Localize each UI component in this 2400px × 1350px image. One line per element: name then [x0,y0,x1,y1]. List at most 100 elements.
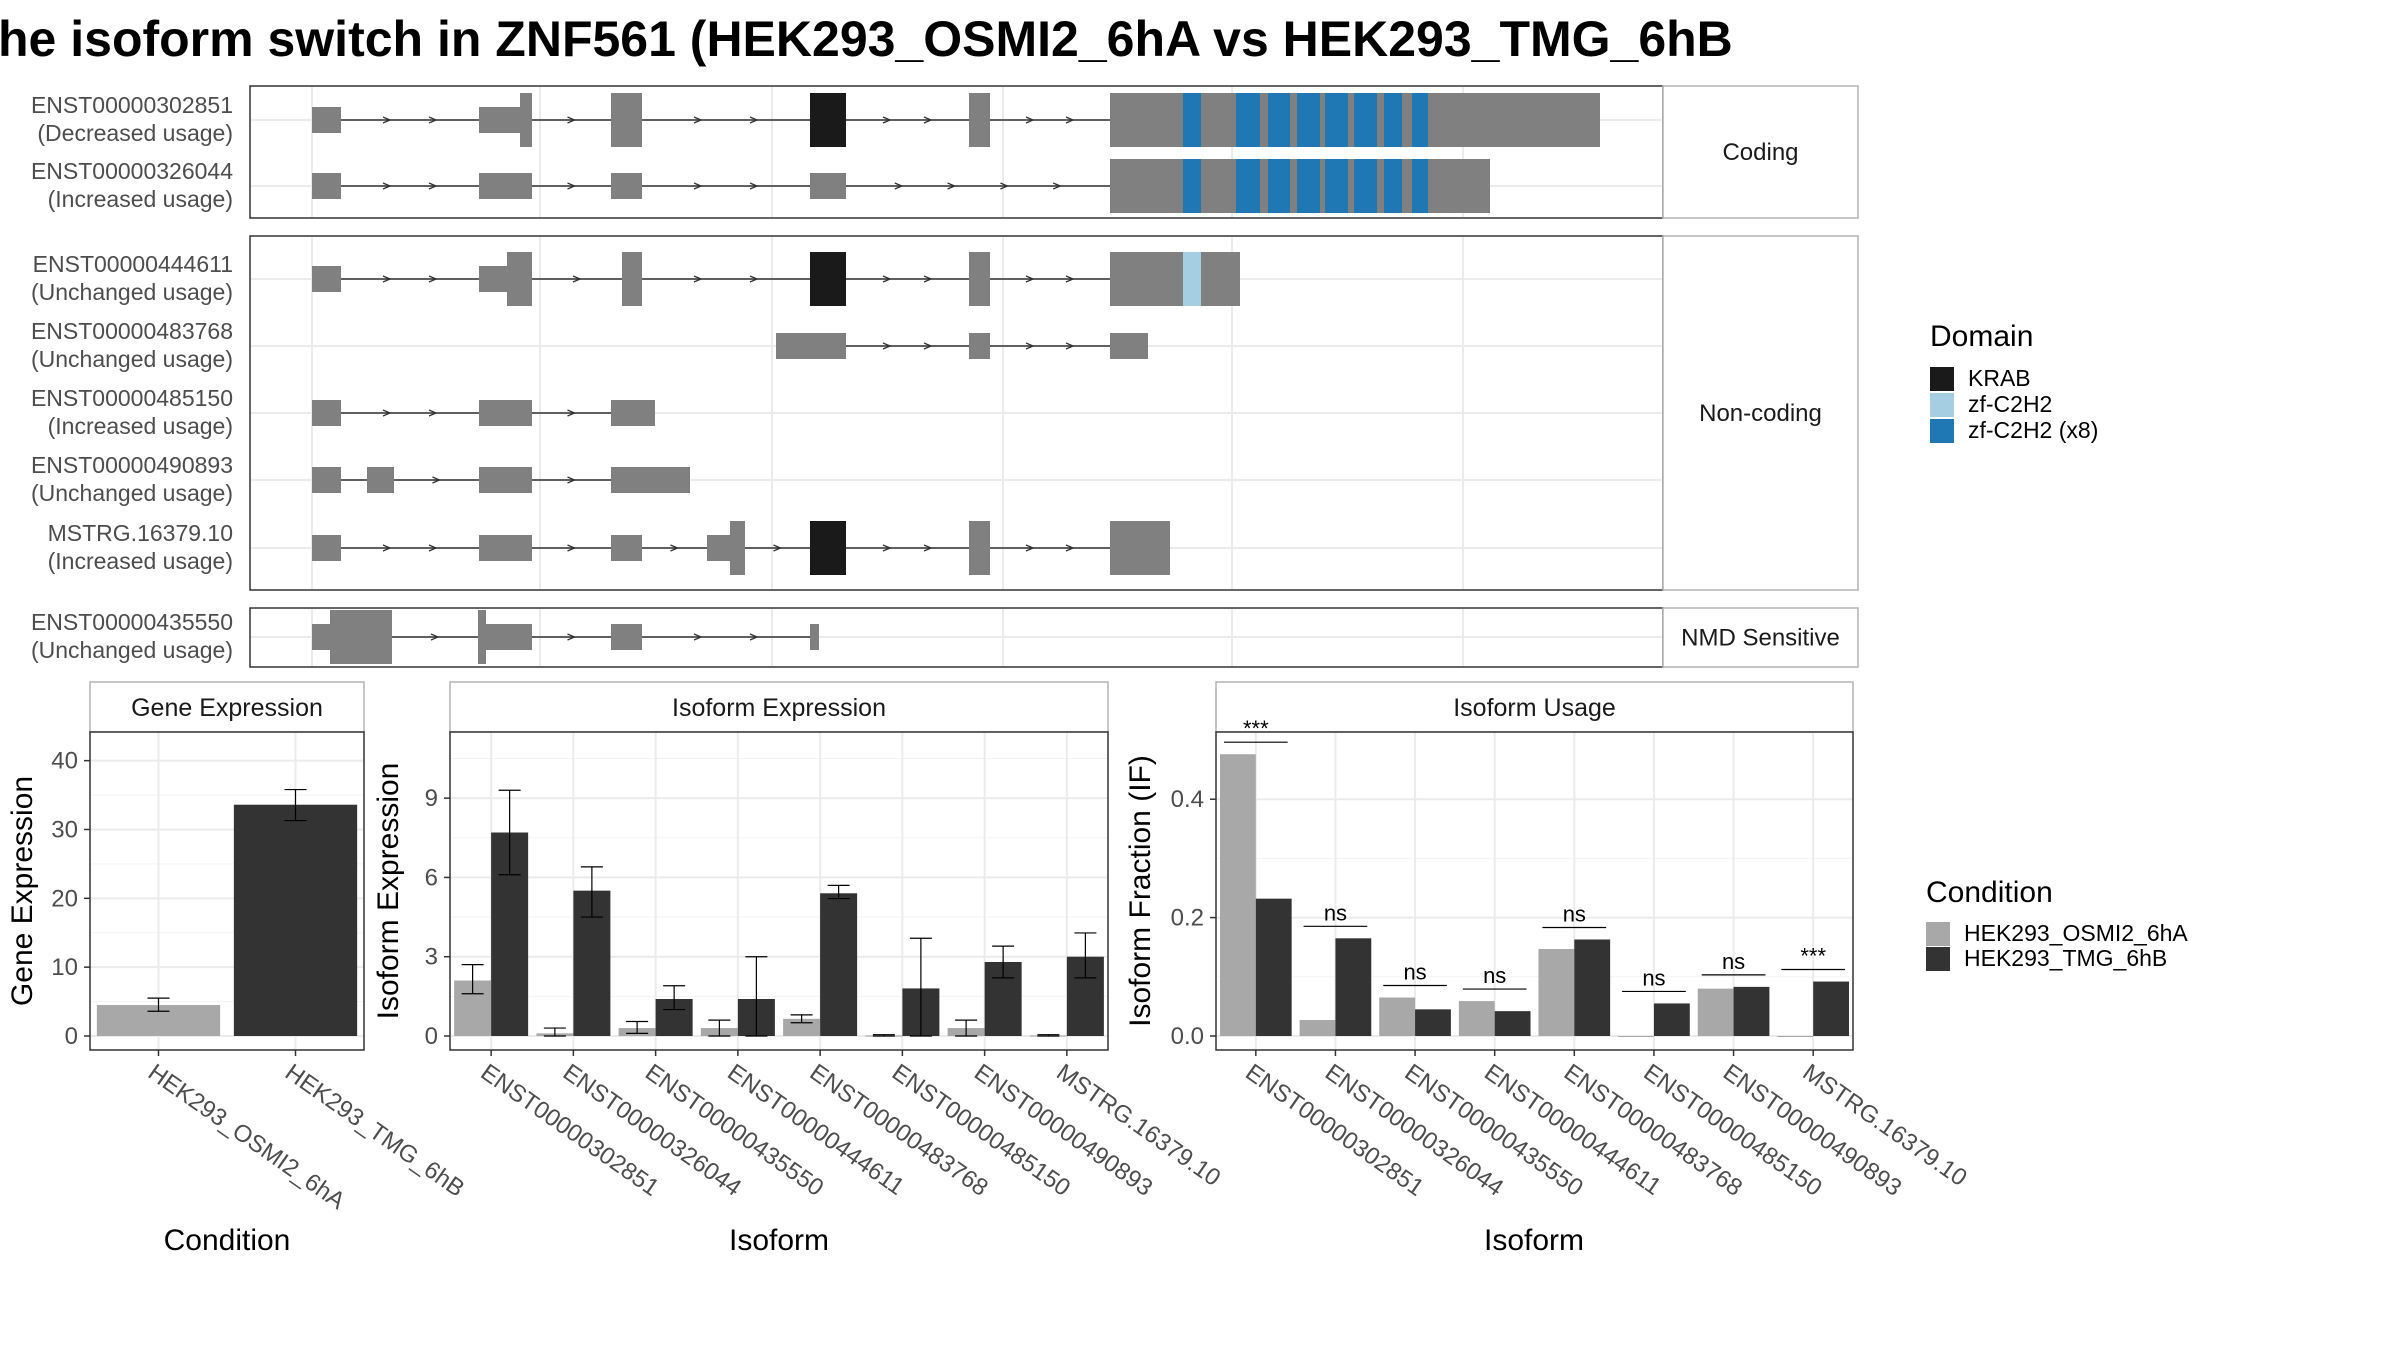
plot-border [449,731,1109,1051]
bar [1494,1011,1531,1036]
intron-arrow [1025,544,1035,552]
x-axis-label: Condition [164,1224,291,1257]
intron-arrow [749,116,759,124]
transcript-row: MSTRG.16379.10(Increased usage) [48,520,1170,575]
bar [1299,1020,1336,1036]
transcript-usage: (Unchanged usage) [31,279,233,305]
domain-legend-swatch [1930,419,1954,443]
chart-title: Isoform Expression [672,694,886,722]
intron-arrow [1000,182,1010,190]
domain-block [818,252,846,306]
domain-block [1384,159,1402,213]
intron-arrow [1025,275,1035,283]
bar [1653,1003,1690,1036]
domain-block [1384,93,1402,147]
transcript-id: ENST00000435550 [31,609,233,635]
domain-block [1412,159,1428,213]
transcript-row: ENST00000485150(Increased usage) [31,385,655,439]
chart-strip [89,681,365,733]
exon [1110,521,1170,575]
bar [1618,1036,1654,1037]
intron-arrow [923,275,933,283]
exon [367,467,394,493]
exon [479,400,532,426]
domain-block [810,252,818,306]
exon [312,107,341,133]
exon [969,252,990,306]
intron-arrow [567,116,577,124]
intron-arrow [749,182,759,190]
y-axis-label: Isoform Fraction (IF) [1124,755,1157,1027]
domain-block [1412,93,1428,147]
intron-arrow [382,275,392,283]
y-tick-label: 3 [425,944,438,971]
y-axis-label: Gene Expression [6,776,39,1006]
transcript-usage: (Unchanged usage) [31,480,233,506]
intron-arrow [693,116,703,124]
exon [969,333,990,359]
y-tick-label: 0.0 [1171,1023,1204,1050]
exon [611,467,690,493]
intron-arrow [428,409,438,417]
exon [486,624,532,650]
intron-arrow [567,544,577,552]
bar [1574,939,1611,1036]
domain-block [1297,159,1320,213]
exon [479,467,532,493]
exon [611,400,655,426]
intron-arrow [382,409,392,417]
transcript-usage: (Unchanged usage) [31,637,233,663]
domain-legend-label: zf-C2H2 (x8) [1968,417,2098,443]
bar [1733,986,1770,1036]
intron-arrow [947,182,957,190]
y-tick-label: 30 [51,816,78,843]
transcript-row: ENST00000483768(Unchanged usage) [31,318,1148,372]
x-axis-label: Isoform [1484,1224,1584,1257]
intron-arrow [567,476,577,484]
transcript-row: ENST00000444611(Unchanged usage) [31,251,1240,306]
exon [611,173,642,199]
significance-label: ns [1563,902,1586,927]
domain-block [1183,159,1201,213]
intron-arrow [572,275,582,283]
intron-arrow [894,182,904,190]
exon [312,467,341,493]
significance-label: ns [1722,949,1745,974]
condition-legend-swatch [1926,947,1950,971]
intron-arrow [923,342,933,350]
intron-arrow [430,633,440,641]
exon [969,93,990,147]
intron-arrow [567,633,577,641]
exon [969,521,990,575]
condition-legend-label: HEK293_OSMI2_6hA [1964,920,2188,946]
domain-block [1183,93,1201,147]
y-tick-label: 0 [425,1023,438,1050]
domain-block [1325,159,1348,213]
panel-strip [1662,85,1859,219]
y-tick-label: 20 [51,885,78,912]
transcript-id: ENST00000490893 [31,452,233,478]
x-axis-label: Isoform [729,1224,829,1257]
intron-arrow [432,476,442,484]
significance-label: ns [1403,960,1426,985]
exon [479,107,520,133]
bar [1777,1036,1814,1037]
transcript-row: ENST00000326044(Increased usage) [31,158,1490,213]
transcript-id: MSTRG.16379.10 [48,520,233,546]
exon [330,610,392,664]
panel-strip-label: Non-coding [1699,400,1822,427]
bar [820,893,858,1036]
significance-label: *** [1800,944,1826,969]
exon [520,93,532,147]
intron-arrow [693,275,703,283]
intron-arrow [749,275,759,283]
domain-legend-swatch [1930,393,1954,417]
transcript-id: ENST00000326044 [31,158,233,184]
exon [611,535,642,561]
condition-legend-swatch [1926,922,1950,946]
domain-block [818,93,846,147]
domain-legend-label: zf-C2H2 [1968,391,2052,417]
bar [1255,898,1292,1036]
